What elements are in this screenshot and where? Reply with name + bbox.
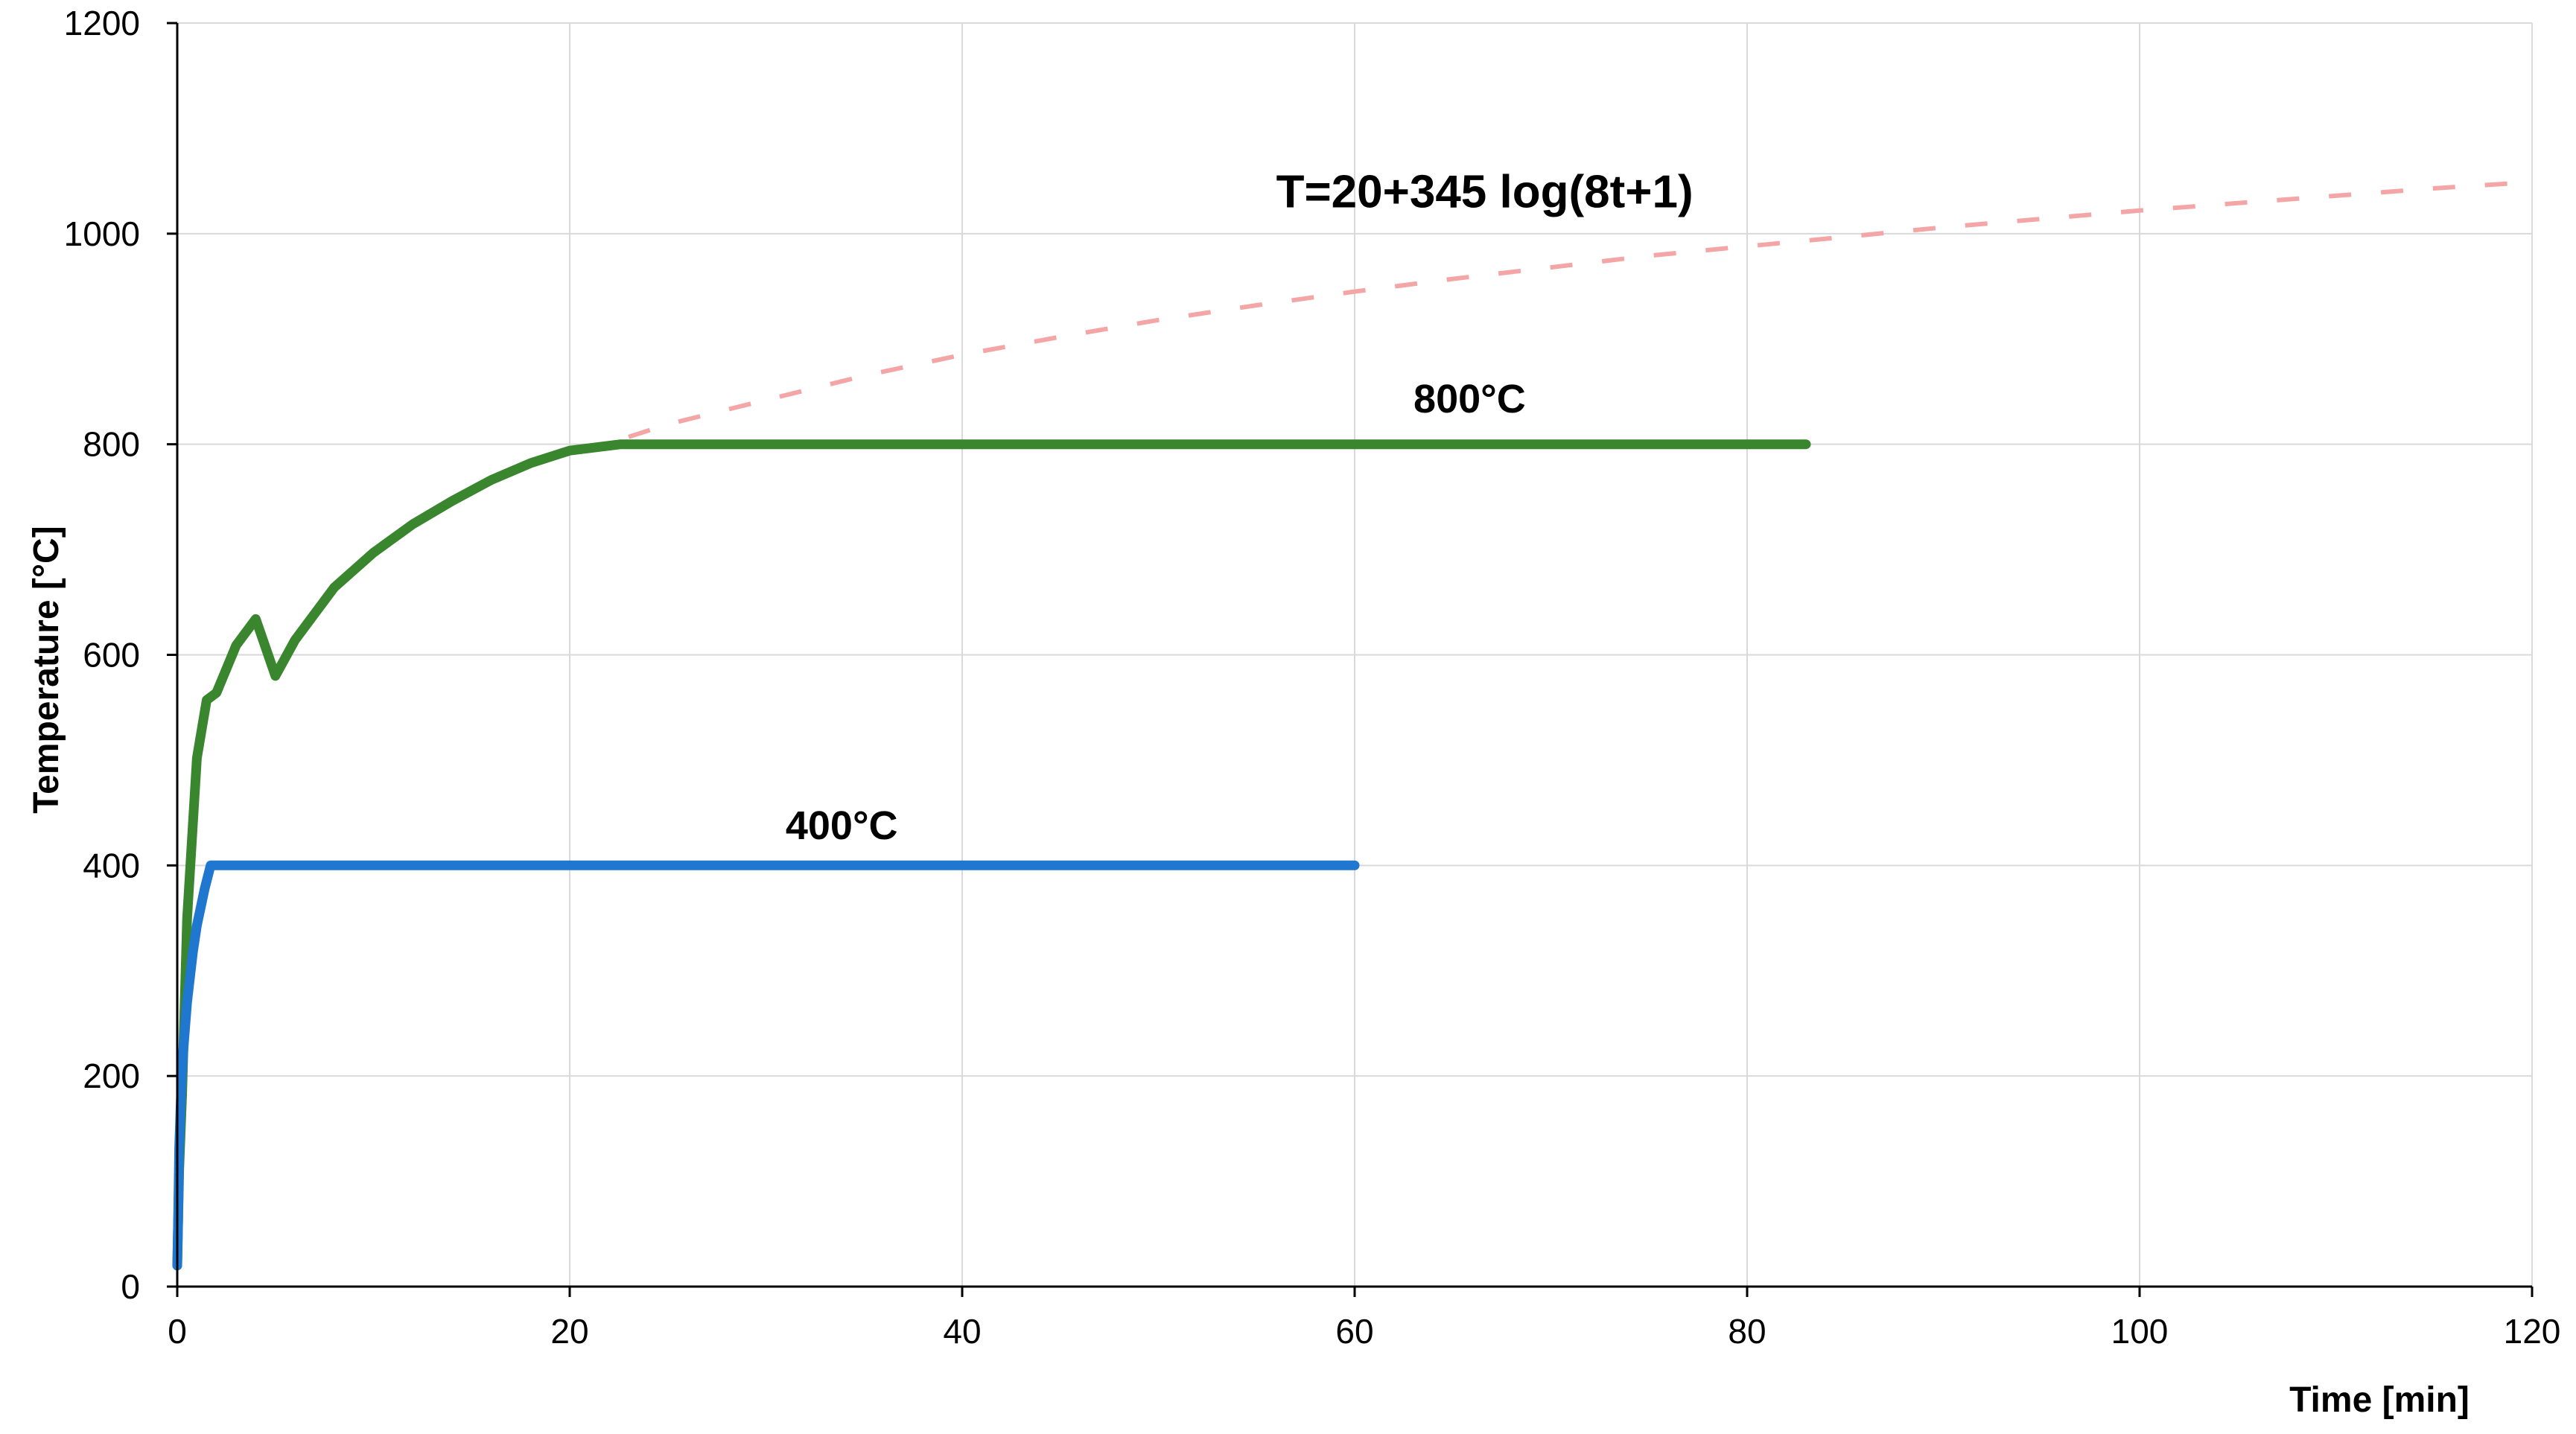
series-line-2 <box>172 860 1360 1271</box>
annotations: T=20+345 log(8t+1) 800°C 400°C <box>786 166 1694 848</box>
y-tick-label: 1000 <box>64 214 140 253</box>
y-tick-label: 800 <box>83 425 140 464</box>
series-line-0 <box>628 179 2533 439</box>
annotation-label-2: 400°C <box>786 803 898 848</box>
annotation-label-1: 800°C <box>1413 377 1526 421</box>
x-tick-label: 40 <box>943 1312 981 1351</box>
y-tick-label: 400 <box>83 846 140 885</box>
series-line-1 <box>172 439 1811 1271</box>
y-tick-label: 200 <box>83 1057 140 1095</box>
x-tick-label: 100 <box>2111 1312 2169 1351</box>
annotation-label-0: T=20+345 log(8t+1) <box>1276 166 1694 217</box>
axes: 0 200 400 600 800 1000 1200 0 20 40 60 80 100 120 <box>64 4 2561 1351</box>
series-group <box>172 179 2533 1271</box>
x-tick-label: 80 <box>1728 1312 1766 1351</box>
y-tick-label: 600 <box>83 636 140 675</box>
x-axis-title: Time [min] <box>2289 1380 2470 1420</box>
y-tick-label: 1200 <box>64 4 140 42</box>
grid-lines <box>177 22 2533 1287</box>
x-tick-label: 20 <box>550 1312 588 1351</box>
x-tick-label: 120 <box>2504 1312 2561 1351</box>
x-tick-label: 60 <box>1335 1312 1373 1351</box>
y-axis-title: Temperature [°C] <box>27 526 66 813</box>
x-tick-label: 0 <box>168 1312 187 1351</box>
y-tick-label: 0 <box>121 1267 140 1306</box>
